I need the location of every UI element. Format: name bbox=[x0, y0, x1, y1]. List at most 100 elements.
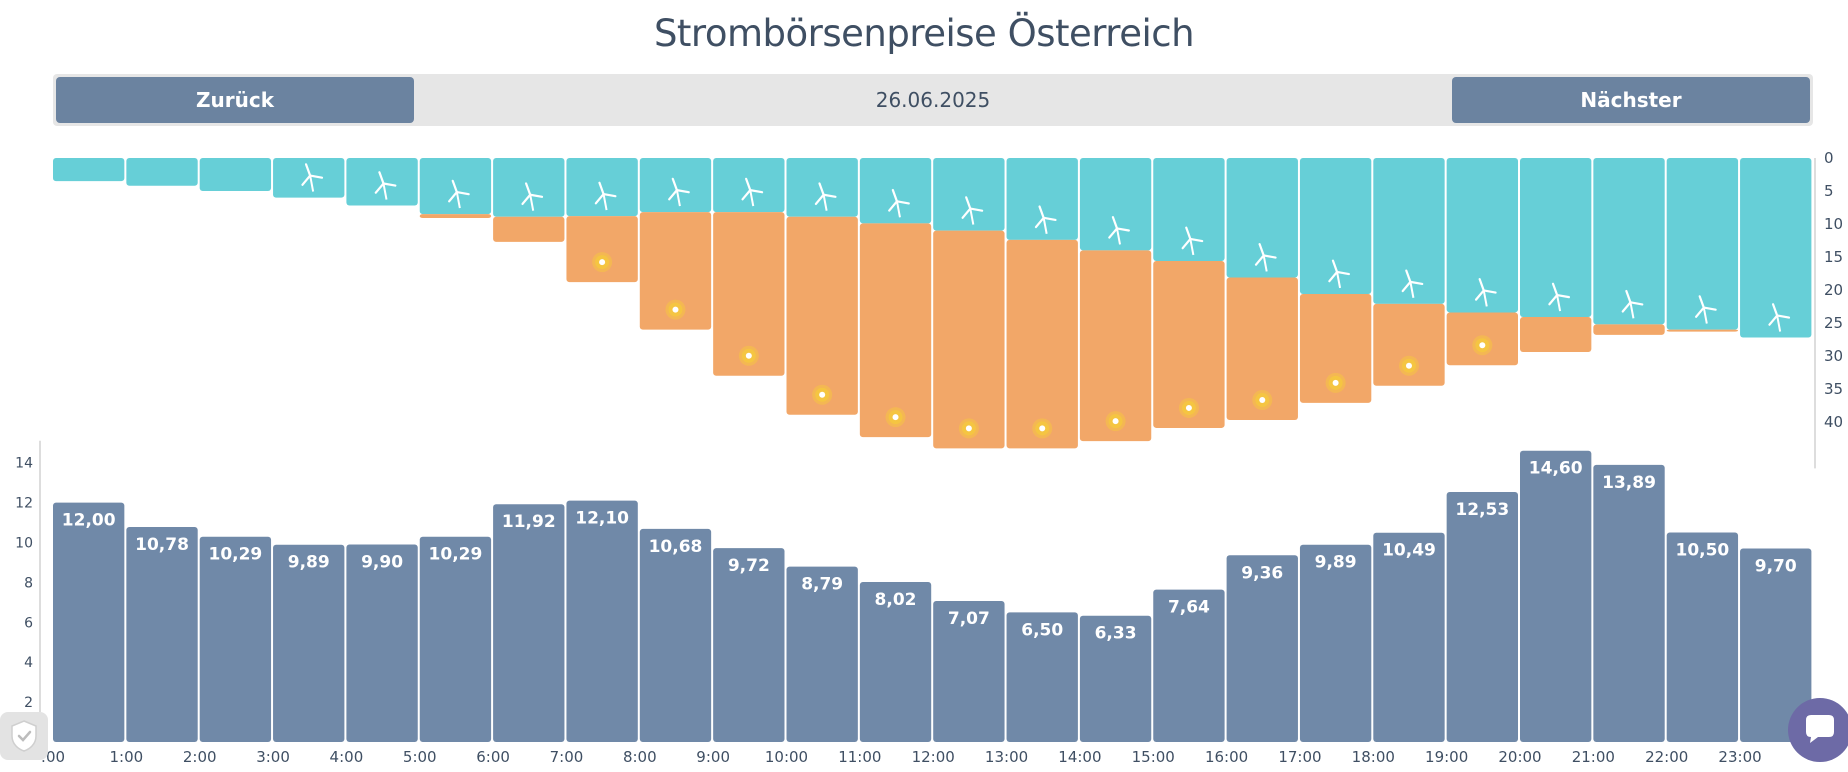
generation-y-tick-label: 0 bbox=[1824, 149, 1834, 167]
sun-icon bbox=[1472, 335, 1493, 356]
wind-turbine-icon bbox=[1474, 278, 1497, 307]
solar-bar bbox=[1006, 239, 1078, 449]
sun-icon bbox=[1252, 390, 1273, 411]
price-bar bbox=[1299, 544, 1372, 742]
price-bar bbox=[1520, 450, 1592, 742]
wind-turbine-icon bbox=[594, 181, 617, 211]
x-tick-label: 13:00 bbox=[985, 748, 1028, 766]
x-tick-label: 20:00 bbox=[1498, 748, 1541, 766]
price-y-tick-label: 14 bbox=[15, 456, 33, 472]
price-bar bbox=[1226, 555, 1298, 742]
wind-turbine-icon bbox=[301, 163, 324, 192]
x-tick-label: 8:00 bbox=[623, 748, 657, 766]
price-bar bbox=[786, 566, 858, 742]
x-tick-label: 22:00 bbox=[1645, 748, 1688, 766]
sun-icon bbox=[1032, 418, 1053, 439]
wind-bar bbox=[126, 158, 198, 186]
generation-y-tick-label: 10 bbox=[1824, 215, 1843, 233]
price-bar bbox=[273, 544, 345, 742]
price-data-label: 7,07 bbox=[948, 609, 990, 629]
price-bar bbox=[1666, 532, 1739, 742]
sun-icon bbox=[1105, 411, 1126, 432]
wind-bar bbox=[1373, 158, 1445, 304]
sun-icon bbox=[958, 418, 979, 439]
wind-bar bbox=[53, 158, 125, 182]
price-bar bbox=[53, 502, 125, 742]
price-data-label: 10,68 bbox=[649, 537, 703, 557]
sun-icon bbox=[812, 384, 833, 405]
price-bar bbox=[639, 528, 712, 742]
wind-turbine-icon bbox=[1108, 216, 1130, 245]
prev-day-button[interactable]: Zurück bbox=[56, 77, 414, 123]
x-tick-label: 19:00 bbox=[1425, 748, 1468, 766]
x-tick-label: 9:00 bbox=[696, 748, 730, 766]
wind-turbine-icon bbox=[668, 177, 690, 207]
sun-icon bbox=[1325, 372, 1346, 393]
price-bar bbox=[859, 582, 932, 742]
sun-icon bbox=[665, 299, 686, 320]
x-tick-label: 2:00 bbox=[183, 748, 217, 766]
sun-icon bbox=[738, 345, 759, 366]
wind-bar bbox=[1740, 158, 1812, 338]
x-tick-label: 3:00 bbox=[256, 748, 290, 766]
price-bar bbox=[1446, 492, 1518, 742]
price-bar bbox=[933, 600, 1005, 742]
wind-turbine-icon bbox=[1328, 259, 1350, 289]
next-day-button[interactable]: Nächster bbox=[1452, 77, 1810, 123]
solar-bar bbox=[419, 214, 492, 219]
x-tick-label: 7:00 bbox=[550, 748, 584, 766]
wind-bar bbox=[493, 158, 565, 217]
x-tick-label: 11:00 bbox=[838, 748, 881, 766]
solar-bar bbox=[639, 212, 712, 330]
price-data-label: 14,60 bbox=[1529, 459, 1583, 479]
chat-icon bbox=[1806, 715, 1834, 743]
chat-button[interactable] bbox=[1788, 698, 1848, 762]
solar-bar bbox=[1153, 260, 1225, 428]
solar-bar bbox=[1666, 329, 1739, 332]
generation-y-tick-label: 30 bbox=[1824, 347, 1843, 365]
wind-turbine-icon bbox=[1694, 295, 1717, 324]
sun-icon bbox=[1178, 397, 1199, 418]
price-bar bbox=[566, 500, 638, 742]
solar-bar bbox=[1226, 277, 1298, 421]
price-data-label: 8,02 bbox=[875, 590, 917, 610]
x-tick-label: 1:00 bbox=[110, 748, 144, 766]
x-tick-label: 4:00 bbox=[330, 748, 364, 766]
x-tick-label: 17:00 bbox=[1278, 748, 1321, 766]
solar-bar bbox=[1373, 303, 1445, 386]
price-bar bbox=[419, 536, 492, 742]
price-bar bbox=[126, 526, 198, 742]
x-tick-label: 18:00 bbox=[1352, 748, 1395, 766]
generation-chart: 0 5 10 15 20 25 30 35 40 bbox=[53, 149, 1843, 469]
x-tick-label: 5:00 bbox=[403, 748, 437, 766]
generation-y-tick-label: 35 bbox=[1824, 380, 1843, 398]
wind-bar bbox=[1226, 158, 1298, 278]
price-data-label: 10,50 bbox=[1675, 541, 1729, 561]
price-y-tick-label: 4 bbox=[24, 655, 33, 671]
generation-y-tick-label: 40 bbox=[1824, 413, 1843, 431]
wind-turbine-icon bbox=[1768, 303, 1791, 332]
price-data-label: 9,36 bbox=[1241, 563, 1283, 583]
wind-turbine-icon bbox=[814, 182, 837, 211]
wind-bar bbox=[786, 158, 858, 217]
wind-bar bbox=[1520, 158, 1592, 318]
x-tick-label: 14:00 bbox=[1058, 748, 1101, 766]
price-data-label: 9,72 bbox=[728, 556, 770, 576]
wind-bar bbox=[1079, 158, 1152, 251]
wind-turbine-icon bbox=[521, 182, 544, 211]
price-data-label: 9,90 bbox=[361, 552, 403, 572]
solar-bar bbox=[566, 216, 638, 283]
x-tick-label: 15:00 bbox=[1132, 748, 1175, 766]
sun-icon bbox=[885, 407, 906, 428]
privacy-settings-button[interactable] bbox=[0, 712, 48, 760]
solar-bar bbox=[1079, 250, 1152, 442]
wind-bar bbox=[1006, 158, 1078, 240]
wind-bar bbox=[1153, 158, 1225, 261]
price-data-label: 10,78 bbox=[135, 535, 189, 555]
price-data-label: 10,49 bbox=[1382, 541, 1436, 561]
wind-bar bbox=[1446, 158, 1518, 313]
x-tick-label: 12:00 bbox=[912, 748, 955, 766]
price-data-label: 9,70 bbox=[1755, 556, 1797, 576]
x-tick-label: 16:00 bbox=[1205, 748, 1248, 766]
price-data-label: 9,89 bbox=[288, 553, 330, 573]
